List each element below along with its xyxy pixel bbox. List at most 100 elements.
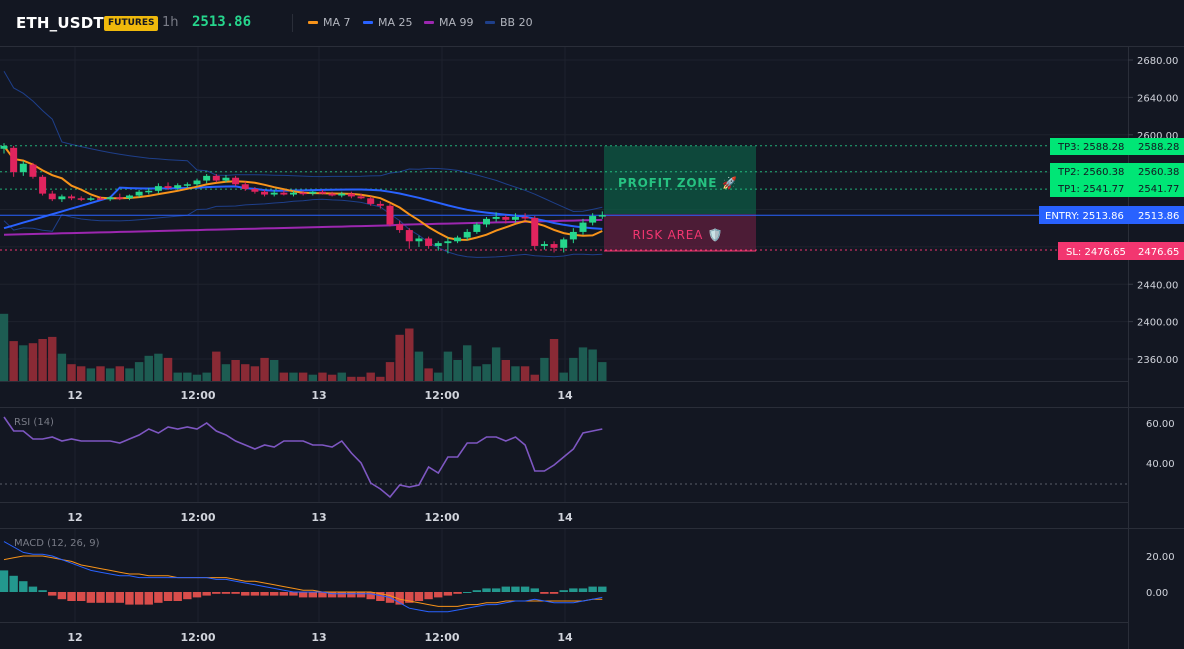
volume-bar	[260, 357, 269, 381]
candle-body	[39, 176, 47, 194]
rsi-line	[3, 416, 603, 499]
price-tick-label: 2360.00	[1137, 355, 1178, 366]
macd-hist-bar	[241, 592, 250, 596]
candle-body	[174, 185, 182, 189]
bb20-swatch	[485, 21, 495, 24]
volume-bar	[173, 372, 182, 381]
volume-bar	[241, 364, 250, 381]
candle-body	[222, 177, 230, 181]
ma25-swatch	[363, 21, 373, 24]
candle-body	[598, 215, 606, 217]
macd-hist-bar	[144, 592, 153, 605]
candle-body	[280, 192, 288, 195]
profit-zone-label: PROFIT ZONE 🚀	[618, 176, 738, 190]
macd-hist-bar	[154, 592, 163, 603]
rsi-pane: RSI (14) 60.00 40.00	[0, 416, 1175, 499]
volume-bars	[0, 313, 607, 381]
sl-tag: SL: 2476.65	[1066, 247, 1126, 258]
volume-bar	[48, 336, 57, 381]
candle-body	[145, 190, 153, 193]
macd-label: MACD (12, 26, 9)	[14, 538, 100, 549]
legend-ma7[interactable]: MA 7	[308, 16, 351, 29]
time-label: 12:00	[180, 631, 215, 644]
volume-bar	[105, 368, 115, 381]
trade-zones: PROFIT ZONE 🚀 RISK AREA 🛡️	[604, 146, 756, 252]
rsi-tick-label: 60.00	[1146, 419, 1175, 430]
volume-bar	[192, 374, 202, 381]
price-tick-label: 2600.00	[1137, 131, 1178, 142]
candle-body	[270, 192, 278, 195]
volume-bar	[482, 364, 491, 381]
legend-bb20[interactable]: BB 20	[485, 16, 533, 29]
timeframe-selector[interactable]: 1h	[162, 15, 179, 30]
candle-body	[299, 192, 307, 195]
candle-body	[154, 186, 162, 191]
volume-bar	[453, 360, 462, 381]
candle-body	[347, 193, 355, 197]
macd-hist-bar	[347, 592, 356, 598]
candle-body	[251, 188, 259, 192]
time-label: 12	[67, 389, 82, 402]
macd-hist-bar	[183, 592, 192, 600]
profit-zone[interactable]	[604, 146, 756, 214]
legend-label: MA 25	[378, 16, 413, 29]
macd-hist-bar	[337, 592, 346, 598]
legend-ma99[interactable]: MA 99	[424, 16, 474, 29]
rsi-label: RSI (14)	[14, 417, 54, 428]
macd-hist-bar	[501, 586, 510, 592]
time-axis-macd[interactable]: 12 12:00 13 12:00 14	[67, 631, 573, 644]
candle-body	[116, 197, 124, 199]
volume-bar	[443, 351, 453, 381]
candle-body	[97, 198, 104, 200]
candle-body	[434, 243, 442, 246]
grid	[0, 47, 1128, 622]
macd-hist-bar	[559, 590, 568, 592]
macd-hist-bar	[443, 592, 453, 596]
candle-body	[106, 197, 114, 200]
candle-body	[135, 191, 143, 196]
macd-hist-bar	[376, 592, 385, 601]
macd-hist-bar	[38, 590, 47, 592]
macd-hist-bar	[298, 592, 308, 598]
macd-hist-bar	[9, 575, 18, 592]
macd-hist-bar	[549, 592, 559, 594]
sl-axis-value: 2476.65	[1138, 247, 1179, 258]
macd-hist-bar	[289, 592, 298, 596]
risk-zone[interactable]	[604, 214, 756, 251]
candle-body	[560, 239, 568, 248]
volume-bar	[270, 360, 279, 381]
ma7-swatch	[308, 21, 318, 24]
macd-hist-bar	[356, 592, 366, 598]
candle-body	[473, 224, 481, 232]
candle-body	[444, 241, 452, 244]
volume-bar	[221, 364, 231, 381]
symbol-name[interactable]: ETH_USDT	[16, 14, 104, 32]
time-axis-main[interactable]: 12 12:00 13 12:00 14	[67, 389, 573, 402]
macd-signal-line	[3, 555, 603, 607]
candle-body	[492, 216, 500, 219]
volume-bar	[279, 372, 289, 381]
tp2-axis-value: 2560.38	[1138, 167, 1179, 178]
macd-hist-bar	[192, 592, 202, 598]
tp1-axis-value: 2541.77	[1138, 184, 1179, 195]
volume-bar	[578, 347, 588, 381]
candle-body	[328, 193, 336, 196]
volume-bar	[385, 362, 395, 381]
candle-body	[589, 216, 597, 223]
candle-body	[550, 244, 558, 248]
macd-hist-bar	[115, 592, 124, 603]
rsi-tick-label: 40.00	[1146, 459, 1175, 470]
risk-zone-label: RISK AREA 🛡️	[632, 228, 723, 242]
futures-badge: FUTURES	[104, 16, 159, 31]
volume-bar	[356, 376, 366, 381]
time-axis-rsi[interactable]: 12 12:00 13 12:00 14	[67, 511, 573, 524]
legend-ma25[interactable]: MA 25	[363, 16, 413, 29]
time-label: 12	[67, 631, 82, 644]
macd-hist-bar	[19, 581, 28, 592]
sl-tag-bg	[1058, 242, 1184, 260]
time-label: 12:00	[424, 389, 459, 402]
time-label: 13	[311, 389, 326, 402]
candle-body	[290, 192, 297, 195]
level-tags: TP3: 2588.28 2588.28 TP2: 2560.38 2560.3…	[1039, 138, 1184, 260]
